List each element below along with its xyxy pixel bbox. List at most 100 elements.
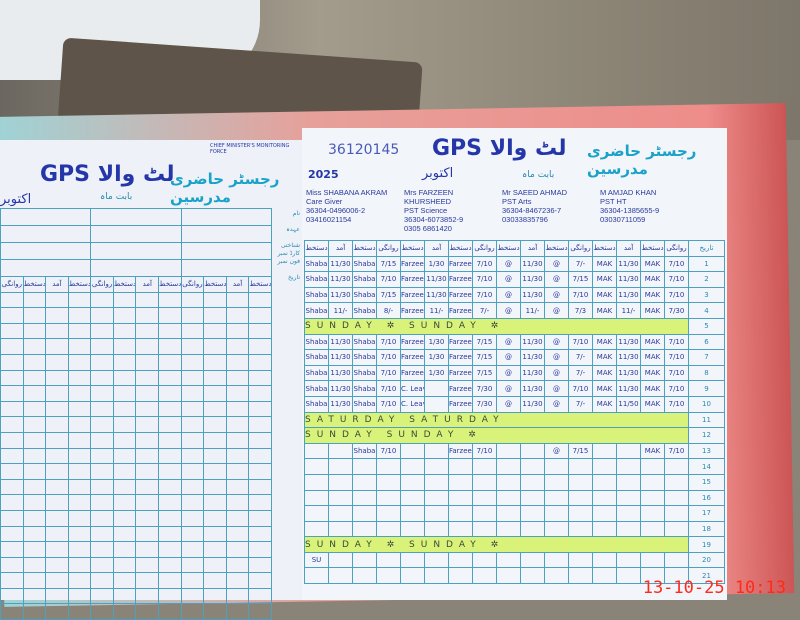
empty-cell [248,369,272,387]
empty-cell [67,494,92,511]
empty-cell [67,416,92,433]
empty-cell [0,291,24,309]
attendance-cell [424,380,449,397]
left-empty-row [0,447,272,465]
attendance-cell [400,458,425,475]
attendance-cell [376,489,401,507]
teacher-name: M AMJAD KHAN [600,188,657,197]
empty-cell [180,525,205,543]
attendance-cell [664,489,689,507]
attendance-cell [424,458,449,475]
attendance-cell [328,551,353,569]
attendance-cell: Farzeen [448,286,473,304]
attendance-cell [640,520,665,538]
attendance-cell: MAK [640,255,665,273]
empty-cell [135,447,160,465]
empty-cell [45,400,69,418]
empty-cell [158,338,182,355]
attendance-cell: MAK [592,333,617,351]
attendance-cell: 7/30 [472,395,497,413]
attendance-cell: 1/30 [424,333,449,351]
attendance-cell: Shaba [304,333,329,351]
empty-cell [22,603,47,620]
attendance-cell: 7/10 [376,442,401,460]
left-empty-row [0,338,272,355]
date-cell: 8 [688,364,725,382]
empty-cell [112,353,137,371]
attendance-cell: @ [544,333,569,351]
left-empty-row [0,400,272,418]
cm-monitoring-logo: CHIEF MINISTER'S MONITORING FORCE [210,143,290,155]
attendance-cell: @ [496,333,521,351]
empty-cell [203,353,227,371]
attendance-cell [472,473,497,491]
attendance-cell [304,567,329,585]
empty-cell [90,369,114,387]
side-label: تاریخ [288,274,300,281]
empty-cell [112,447,137,465]
attendance-cell [424,567,449,585]
attendance-cell [376,567,401,585]
empty-cell [203,494,227,511]
attendance-cell: 7/10 [568,286,593,304]
empty-cell [90,338,114,355]
attendance-cell [304,458,329,475]
empty-cell [22,385,47,402]
attendance-cell [376,551,401,569]
empty-cell [158,447,182,465]
teacher-info: Mr SAEED AHMAD PST Arts 36304-8467236-7 030… [502,188,598,224]
attendance-cell [400,551,425,569]
empty-cell [203,556,227,574]
empty-cell [203,463,227,480]
attendance-cell [520,520,545,538]
column-header: دستخط [448,240,473,257]
column-header: آمد [424,240,449,257]
empty-cell [67,463,92,480]
empty-cell [112,541,137,558]
empty-cell [22,572,47,589]
left-empty-row [0,556,272,574]
empty-cell [225,322,250,340]
left-empty-row [0,353,272,371]
attendance-cell [544,473,569,491]
attendance-cell [592,473,617,491]
attendance-cell: 7/10 [664,349,689,366]
column-header: آمد [45,276,69,293]
attendance-cell: 8/- [376,302,401,319]
empty-cell [158,556,182,574]
attendance-cell [496,520,521,538]
empty-cell [225,541,250,558]
info-cell [0,225,92,243]
date-cell: 14 [688,458,725,475]
empty-cell [90,572,114,589]
empty-cell [135,291,160,309]
teacher-phone: 03030711059 [600,215,646,224]
attendance-cell: @ [544,255,569,273]
date-cell: 13 [688,442,725,460]
empty-cell [67,587,92,605]
attendance-cell [592,458,617,475]
right-month-value: اکتوبر [422,166,454,181]
attendance-row: SU 20 [304,551,725,569]
attendance-cell [472,551,497,569]
attendance-cell [520,551,545,569]
attendance-cell [328,567,353,585]
teacher-designation: PST Science [404,206,448,215]
attendance-cell [352,567,377,585]
empty-cell [22,447,47,465]
attendance-cell: MAK [640,380,665,397]
info-cell [0,208,92,226]
attendance-cell [352,505,377,522]
attendance-cell: Shaba [304,286,329,304]
teacher-designation: PST Arts [502,197,532,206]
empty-cell [248,494,272,511]
attendance-row: Shaba11/30Shaba7/10Farzeen1/30Farzeen7/1… [304,364,725,382]
empty-cell [225,447,250,465]
attendance-cell: 11/- [424,302,449,319]
attendance-cell: MAK [592,255,617,273]
empty-cell [158,353,182,371]
empty-cell [203,385,227,402]
empty-cell [248,587,272,605]
attendance-cell: Farzeen [448,302,473,319]
column-header: دستخط [544,240,569,257]
